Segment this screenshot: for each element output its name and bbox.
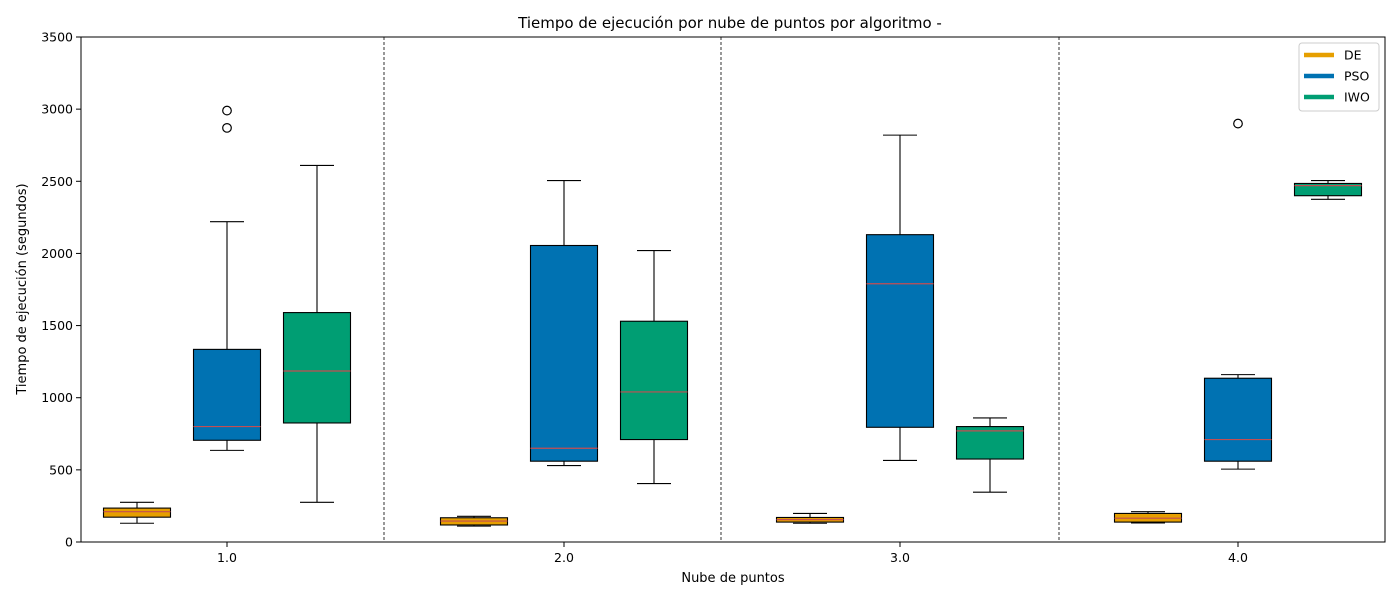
box-pso bbox=[529, 180, 599, 467]
y-tick-label: 1000 bbox=[41, 390, 73, 405]
box-iwo bbox=[619, 249, 689, 485]
box-iqr bbox=[955, 426, 1025, 460]
legend-frame bbox=[1298, 42, 1380, 112]
plot-area: 0 500 1000 1500 2000 2500 3000 3500 1.0 2.0 3.0 4.0 bbox=[41, 30, 1386, 565]
box-pso bbox=[1203, 118, 1273, 470]
outlier-point bbox=[222, 122, 232, 133]
box-pso bbox=[192, 105, 262, 451]
box-iqr bbox=[282, 312, 352, 424]
box-iqr bbox=[1293, 182, 1363, 197]
x-tick-label: 2.0 bbox=[554, 550, 574, 565]
box-iqr bbox=[865, 234, 935, 428]
y-tick-label: 3000 bbox=[41, 102, 73, 117]
chart-title: Tiempo de ejecución por nube de puntos p… bbox=[517, 14, 942, 32]
box-iqr bbox=[619, 320, 689, 441]
box-de bbox=[1113, 511, 1183, 524]
box-de bbox=[439, 515, 509, 527]
box-iqr bbox=[192, 348, 262, 441]
y-tick-label: 2000 bbox=[41, 246, 73, 261]
legend-label-pso: PSO bbox=[1344, 69, 1369, 84]
y-axis-label: Tiempo de ejecución (segundos) bbox=[15, 183, 30, 395]
box-iwo bbox=[282, 164, 352, 503]
legend-label-iwo: IWO bbox=[1344, 90, 1370, 105]
y-tick-label: 500 bbox=[49, 462, 73, 477]
x-tick-label: 3.0 bbox=[890, 550, 910, 565]
x-tick-label: 4.0 bbox=[1228, 550, 1248, 565]
box-iqr bbox=[102, 507, 172, 518]
y-tick-label: 3500 bbox=[41, 30, 73, 45]
y-tick-label: 2500 bbox=[41, 174, 73, 189]
legend: DE PSO IWO bbox=[1298, 42, 1380, 112]
outlier-point bbox=[222, 105, 232, 116]
y-tick-label: 0 bbox=[65, 535, 73, 550]
outlier-point bbox=[1233, 118, 1243, 129]
y-tick-label: 1500 bbox=[41, 318, 73, 333]
x-tick-label: 1.0 bbox=[217, 550, 237, 565]
box-iwo bbox=[955, 417, 1025, 493]
box-de bbox=[102, 501, 172, 524]
box-de bbox=[775, 512, 845, 524]
legend-label-de: DE bbox=[1344, 48, 1362, 63]
box-iqr bbox=[529, 244, 599, 462]
axes-frame bbox=[80, 36, 1386, 543]
x-axis-label: Nube de puntos bbox=[681, 571, 785, 586]
box-iwo bbox=[1293, 180, 1363, 200]
box-pso bbox=[865, 134, 935, 462]
box-iqr bbox=[1203, 377, 1273, 462]
